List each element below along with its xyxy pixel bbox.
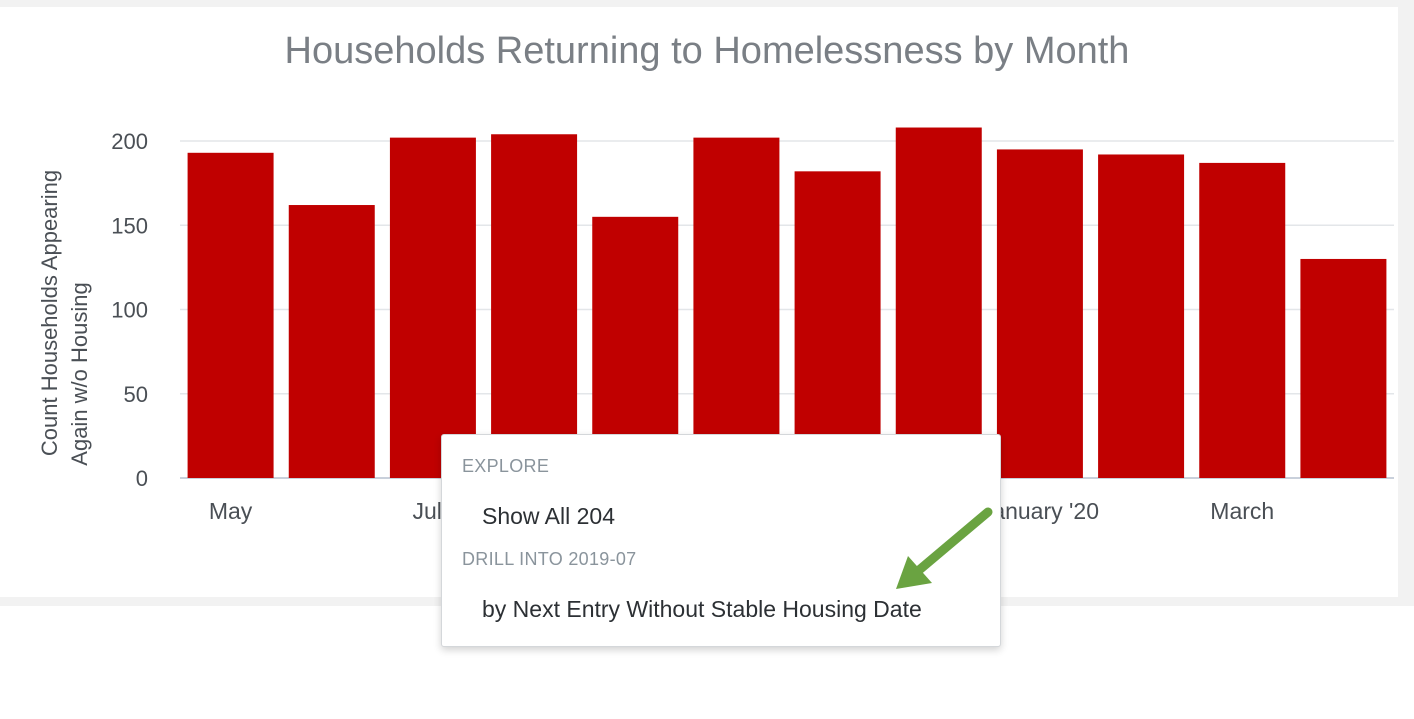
x-tick-label: March bbox=[1210, 498, 1274, 524]
explore-header: EXPLORE bbox=[462, 456, 550, 476]
bar-2020-04[interactable] bbox=[1300, 258, 1387, 478]
bar-2019-06[interactable] bbox=[288, 205, 375, 478]
y-tick-label: 150 bbox=[111, 213, 148, 238]
bar-2019-07[interactable] bbox=[389, 137, 476, 478]
bars bbox=[187, 127, 1387, 479]
bar-2020-01[interactable] bbox=[996, 149, 1083, 479]
context-menu: EXPLORE Show All 204 DRILL INTO 2019-07 … bbox=[441, 434, 1001, 647]
gridlines bbox=[180, 140, 1394, 479]
show-all-menu-item[interactable]: Show All 204 bbox=[482, 503, 615, 529]
y-tick-label: 50 bbox=[124, 382, 148, 407]
drill-by-next-entry-menu-item[interactable]: by Next Entry Without Stable Housing Dat… bbox=[482, 596, 922, 622]
chart-title: Households Returning to Homelessness by … bbox=[284, 30, 1130, 72]
bar-2019-11[interactable] bbox=[794, 171, 881, 478]
x-tick-label: May bbox=[209, 498, 253, 524]
bar-2019-08[interactable] bbox=[491, 134, 578, 478]
bar-2020-03[interactable] bbox=[1199, 162, 1286, 478]
bar-2020-02[interactable] bbox=[1098, 154, 1185, 479]
y-tick-label: 0 bbox=[136, 466, 148, 491]
y-axis-label-line-1: Count Households Appearing bbox=[37, 170, 62, 456]
drill-into-header: DRILL INTO 2019-07 bbox=[462, 549, 637, 569]
y-tick-label: 200 bbox=[111, 129, 148, 154]
bar-2019-05[interactable] bbox=[187, 152, 274, 479]
bar-2019-12[interactable] bbox=[895, 127, 982, 479]
y-axis-label-line-2: Again w/o Housing bbox=[67, 282, 92, 465]
bar-2019-10[interactable] bbox=[693, 137, 780, 478]
y-tick-label: 100 bbox=[111, 298, 148, 323]
y-axis-ticks: 0 50 100 150 200 bbox=[111, 129, 148, 491]
